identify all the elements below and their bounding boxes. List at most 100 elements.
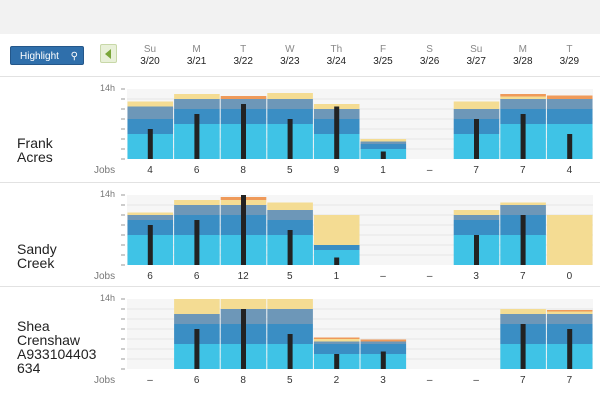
job-count: 8 xyxy=(240,165,246,176)
job-count: 9 xyxy=(333,165,340,176)
day-of-week: F xyxy=(379,44,387,55)
job-count: 7 xyxy=(520,375,526,386)
operator-name[interactable]: Frank Acres xyxy=(17,136,112,164)
day-of-week: Th xyxy=(330,44,343,55)
stack-segment-yellow xyxy=(360,139,407,142)
y-axis-max-label: 14h xyxy=(100,83,116,93)
job-count: 3 xyxy=(473,271,479,282)
y-axis-max-label: 14h xyxy=(100,189,116,199)
stack-segment-yellow xyxy=(267,299,313,309)
stack-segment-yellow xyxy=(546,311,593,314)
stack-segment-yellow xyxy=(127,101,174,107)
job-count: 6 xyxy=(193,375,200,386)
day-of-week: M xyxy=(518,44,527,55)
job-count: 4 xyxy=(566,165,573,176)
stack-segment-yellow xyxy=(313,339,360,342)
stack-segment-yellow xyxy=(220,299,267,309)
day-date: 3/26 xyxy=(419,56,440,67)
job-bar xyxy=(567,329,573,369)
job-count: 4 xyxy=(147,165,153,176)
highlight-button[interactable]: Highlight ⚲ xyxy=(10,46,84,65)
day-of-week: T xyxy=(566,44,573,55)
job-count: – xyxy=(380,271,386,282)
stack-segment-yellow xyxy=(546,215,593,265)
stack-segment-slate xyxy=(546,314,593,324)
stack-segment-yellow xyxy=(453,101,500,109)
stack-segment-slate xyxy=(267,99,313,109)
job-bar xyxy=(474,119,479,159)
stack-segment-slate xyxy=(500,314,546,324)
stack-segment-blue xyxy=(267,220,313,235)
stack-segment-slate xyxy=(360,141,407,144)
job-count: 6 xyxy=(147,271,153,282)
job-bar xyxy=(147,129,153,159)
job-count: 1 xyxy=(333,271,340,282)
stack-segment-slate xyxy=(127,215,174,220)
jobs-row-label: Jobs xyxy=(94,375,116,386)
day-header-3: W 3/23 xyxy=(267,44,313,68)
job-count: 3 xyxy=(380,375,386,386)
day-of-week: Su xyxy=(143,44,157,55)
stack-segment-blue xyxy=(127,119,174,134)
job-bar xyxy=(520,324,526,369)
day-date: 3/27 xyxy=(466,56,486,67)
job-count: – xyxy=(426,375,433,386)
stack-segment-slate xyxy=(546,99,593,109)
day-date: 3/23 xyxy=(280,56,300,67)
day-header-6: S 3/26 xyxy=(407,44,453,68)
day-header-1: M 3/21 xyxy=(174,44,220,68)
stack-segment-yellow xyxy=(267,93,313,99)
operator-name-line: Sandy xyxy=(17,241,57,257)
jobs-row-label: Jobs xyxy=(94,271,116,282)
stack-segment-orange xyxy=(500,94,546,97)
day-date: 3/29 xyxy=(559,56,580,67)
stack-segment-yellow xyxy=(453,210,500,215)
day-header-5: F 3/25 xyxy=(360,44,406,68)
job-count: 7 xyxy=(520,165,526,176)
operator-name[interactable]: Sandy Creek xyxy=(17,242,112,270)
operator-name-line: Acres xyxy=(17,149,53,165)
job-count: 7 xyxy=(566,375,573,386)
job-count: 7 xyxy=(473,165,479,176)
job-bar xyxy=(194,114,200,159)
job-bar xyxy=(334,257,340,265)
operator-name[interactable]: Shea Crenshaw A933104403 634 xyxy=(17,319,112,375)
stack-segment-slate xyxy=(453,109,500,119)
stack-segment-slate xyxy=(500,99,546,109)
job-bar xyxy=(334,354,340,369)
operator-name-line: Frank xyxy=(17,135,53,151)
stack-segment-slate xyxy=(267,309,313,324)
day-of-week: S xyxy=(426,44,433,55)
job-bar xyxy=(241,195,246,265)
job-count: 5 xyxy=(287,165,293,176)
day-header-7: Su 3/27 xyxy=(453,44,499,68)
job-bar xyxy=(520,114,526,159)
job-count: 2 xyxy=(333,375,340,386)
day-of-week: M xyxy=(192,44,201,55)
job-bar xyxy=(287,230,293,265)
job-bar xyxy=(380,151,386,159)
search-icon: ⚲ xyxy=(70,51,78,62)
stack-segment-orange xyxy=(360,339,407,342)
stack-segment-yellow xyxy=(267,202,313,210)
stack-segment-slate xyxy=(267,210,313,220)
job-bar xyxy=(287,334,293,369)
stack-segment-slate xyxy=(500,205,546,215)
operator-panel xyxy=(0,286,600,287)
job-bar xyxy=(194,220,200,265)
stack-segment-slate xyxy=(174,205,220,215)
operator-name-line: Creek xyxy=(17,255,55,271)
stack-segment-orange xyxy=(220,96,267,99)
stack-segment-yellow xyxy=(500,202,546,205)
job-count: 6 xyxy=(193,271,200,282)
stack-segment-blue xyxy=(360,144,407,149)
job-bar xyxy=(287,119,293,159)
prev-week-button[interactable] xyxy=(100,44,117,63)
stack-segment-slate xyxy=(453,215,500,220)
job-count: – xyxy=(473,375,479,386)
operator-name-line: 634 xyxy=(17,360,41,376)
job-count: 0 xyxy=(566,271,573,282)
day-header-8: M 3/28 xyxy=(500,44,546,68)
job-count: – xyxy=(147,375,153,386)
top-band xyxy=(0,0,600,34)
